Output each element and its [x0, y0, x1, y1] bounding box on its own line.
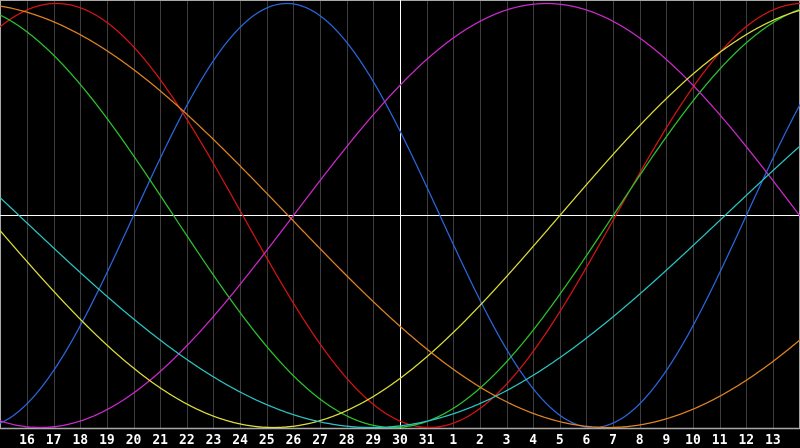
x-axis-label-day-13: 13 [765, 433, 781, 448]
x-axis-label-day-29: 29 [365, 433, 381, 448]
x-axis-label-day-20: 20 [126, 433, 142, 448]
x-axis-label-day-4: 4 [529, 433, 537, 448]
x-axis-label-day-8: 8 [636, 433, 644, 448]
curve-cycle-48-day [0, 5, 800, 429]
x-axis-label-day-24: 24 [232, 433, 248, 448]
x-axis-label-day-22: 22 [179, 433, 195, 448]
x-axis-label-day-11: 11 [712, 433, 728, 448]
x-axis-label-day-25: 25 [259, 433, 275, 448]
x-axis-label-day-21: 21 [152, 433, 168, 448]
x-axis-label-day-10: 10 [685, 433, 701, 448]
curve-cycle-38-day [0, 2, 800, 429]
x-axis-label-day-7: 7 [609, 433, 617, 448]
x-axis-label-day-27: 27 [312, 433, 328, 448]
x-axis-label-day-30: 30 [392, 433, 408, 448]
x-axis-label-day-31: 31 [419, 433, 435, 448]
x-axis-label-day-5: 5 [556, 433, 564, 448]
curve-cycle-28-day [0, 2, 800, 429]
x-axis-label-day-19: 19 [99, 433, 115, 448]
x-axis-label-day-9: 9 [662, 433, 670, 448]
x-axis-label-day-26: 26 [286, 433, 302, 448]
x-axis-label-day-6: 6 [583, 433, 591, 448]
x-axis-label-day-18: 18 [72, 433, 88, 448]
curve-cycle-33-day [0, 8, 800, 429]
x-axis-label-day-17: 17 [46, 433, 62, 448]
x-axis-label-day-16: 16 [19, 433, 35, 448]
x-axis-label-day-3: 3 [503, 433, 511, 448]
x-axis-label-day-28: 28 [339, 433, 355, 448]
x-axis-label-day-23: 23 [206, 433, 222, 448]
x-axis-label-day-1: 1 [449, 433, 457, 448]
x-axis-label-day-12: 12 [738, 433, 754, 448]
curve-cycle-43-day [0, 9, 800, 429]
x-axis-label-day-2: 2 [476, 433, 484, 448]
curve-cycle-23-day [0, 2, 800, 429]
curve-cycle-53-day [0, 145, 800, 429]
